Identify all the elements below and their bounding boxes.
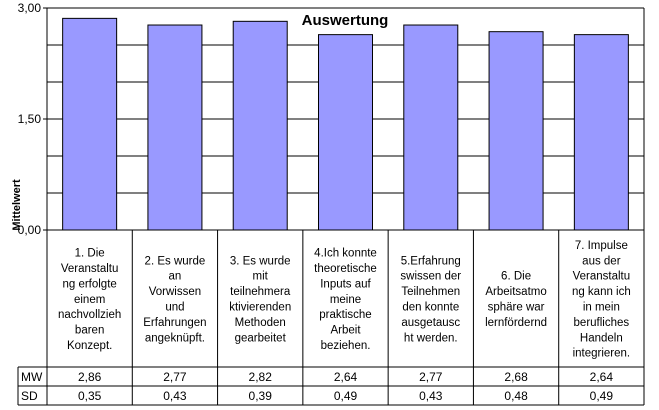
chart-title: Auswertung (302, 12, 389, 29)
bar (403, 24, 459, 231)
table-row-label: MW (21, 370, 43, 384)
y-axis-label: Mittelwert (11, 179, 23, 231)
table-row-label: SD (21, 389, 38, 403)
table-cell: 0,39 (249, 389, 273, 403)
table-cell: 0,43 (163, 389, 187, 403)
category-label: 3. Es wurde mit teilnehmera ktivierenden Met… (229, 255, 291, 344)
bar (147, 24, 203, 231)
bar (573, 34, 629, 231)
table-cell: 0,49 (590, 389, 614, 403)
bar-series (62, 17, 629, 231)
category-labels: 1. Die Veranstaltu ng erfolgte einem nachvol… (18, 230, 645, 405)
category-label: 1. Die Veranstaltu ng erfolgte einem nachvol… (58, 248, 121, 352)
y-tick-label: 0,00 (18, 223, 42, 237)
category-label: 6. Die Arbeitsatmo sphäre war lernfördernd (485, 271, 547, 329)
y-axis-ticks: 0,00 1,50 3,00 (18, 1, 47, 237)
table-cell: 0,35 (78, 389, 102, 403)
table-cell: 2,77 (419, 370, 443, 384)
table-cell: 0,49 (334, 389, 358, 403)
table-cell: 2,77 (163, 370, 187, 384)
bar (318, 34, 373, 231)
bar (488, 31, 544, 231)
table-cell: 2,64 (590, 370, 614, 384)
category-label: 2. Es wurde an Vorwissen und Erfahrungen ange… (143, 255, 206, 344)
table-cell: 2,64 (334, 370, 358, 384)
table-cell: 0,48 (504, 389, 528, 403)
category-label: 4.Ich konnte theoretische Inputs auf meine p… (314, 248, 377, 352)
bar (62, 17, 118, 231)
table-cell: 2,68 (504, 370, 528, 384)
category-label: 5.Erfahrung swissen der Teilnehmen den konn… (400, 255, 461, 344)
y-tick-label: 1,50 (18, 112, 42, 126)
category-label: 7. Impulse aus der Veranstaltu ng kann ich i… (572, 240, 631, 360)
bar (232, 20, 288, 231)
y-tick-label: 3,00 (18, 1, 42, 15)
data-table: MW 2,86 2,77 2,82 2,64 2,77 2,68 2,64 SD 0,35 0,43… (17, 367, 644, 406)
table-cell: 0,43 (419, 389, 443, 403)
table-cell: 2,86 (78, 370, 102, 384)
table-cell: 2,82 (249, 370, 273, 384)
